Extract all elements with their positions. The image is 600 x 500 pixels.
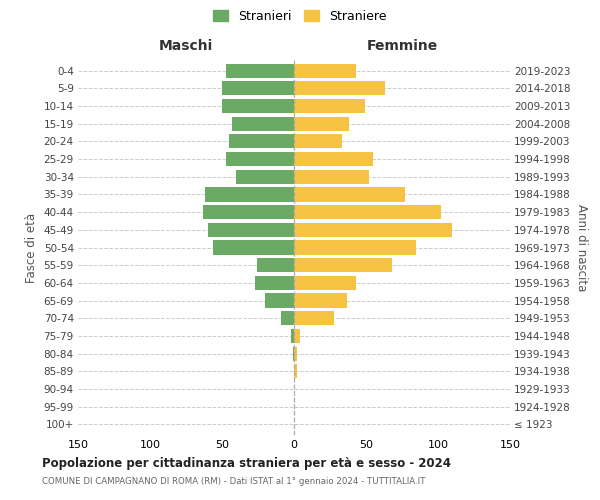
Bar <box>214 240 294 254</box>
Y-axis label: Anni di nascita: Anni di nascita <box>575 204 587 291</box>
Text: Popolazione per cittadinanza straniera per età e sesso - 2024: Popolazione per cittadinanza straniera p… <box>42 458 451 470</box>
Bar <box>208 222 294 237</box>
Bar <box>222 99 294 113</box>
Bar <box>229 134 294 148</box>
Bar <box>294 294 347 308</box>
Bar <box>294 188 405 202</box>
Text: Femmine: Femmine <box>367 38 437 52</box>
Bar <box>236 170 294 184</box>
Bar <box>294 311 334 326</box>
Bar <box>226 64 294 78</box>
Bar <box>294 116 349 131</box>
Bar <box>257 258 294 272</box>
Bar <box>281 311 294 326</box>
Bar <box>265 294 294 308</box>
Bar <box>291 329 294 343</box>
Bar <box>294 64 356 78</box>
Legend: Stranieri, Straniere: Stranieri, Straniere <box>209 6 391 26</box>
Bar <box>294 222 452 237</box>
Bar <box>294 276 356 290</box>
Bar <box>226 152 294 166</box>
Bar <box>294 81 385 96</box>
Text: COMUNE DI CAMPAGNANO DI ROMA (RM) - Dati ISTAT al 1° gennaio 2024 - TUTTITALIA.I: COMUNE DI CAMPAGNANO DI ROMA (RM) - Dati… <box>42 478 425 486</box>
Bar <box>294 134 341 148</box>
Bar <box>294 364 297 378</box>
Bar <box>294 258 392 272</box>
Bar <box>232 116 294 131</box>
Text: Maschi: Maschi <box>159 38 213 52</box>
Bar <box>294 170 369 184</box>
Bar <box>294 99 365 113</box>
Bar <box>294 346 297 360</box>
Bar <box>222 81 294 96</box>
Bar <box>255 276 294 290</box>
Bar <box>294 152 373 166</box>
Bar <box>203 205 294 219</box>
Bar <box>205 188 294 202</box>
Bar <box>293 346 294 360</box>
Y-axis label: Fasce di età: Fasce di età <box>25 212 38 282</box>
Bar <box>294 205 441 219</box>
Bar <box>294 329 300 343</box>
Bar <box>294 240 416 254</box>
